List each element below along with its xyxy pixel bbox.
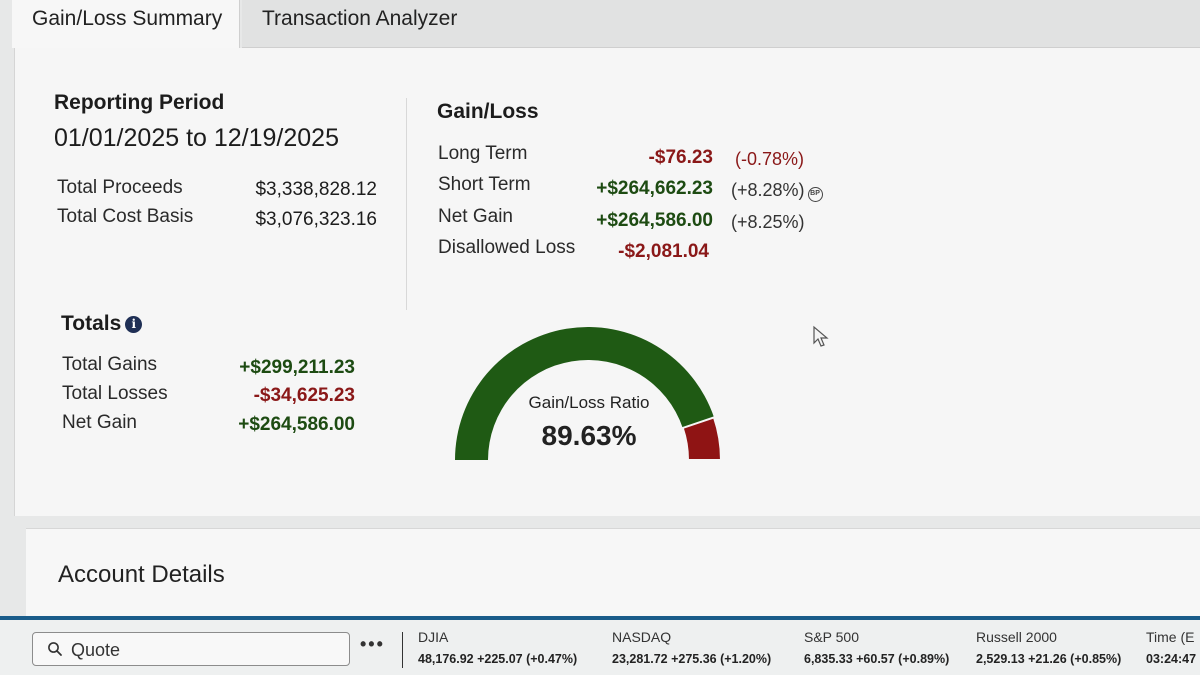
market-footer: Quote ••• DJIA 48,176.92 +225.07 (+0.47%… (0, 616, 1200, 675)
more-options-button[interactable]: ••• (360, 634, 385, 654)
gauge-loss-arc (681, 416, 723, 461)
index-nasdaq[interactable]: NASDAQ 23,281.72 +275.36 (+1.20%) (612, 629, 771, 666)
gain-loss-ratio-gauge (455, 327, 723, 461)
index-name: Russell 2000 (976, 629, 1057, 645)
index-russell-2000[interactable]: Russell 2000 2,529.13 +21.26 (+0.85%) (976, 629, 1121, 666)
account-details-title: Account Details (58, 561, 225, 588)
gain-loss-heading: Gain/Loss (437, 100, 539, 123)
net-gain-total-label: Net Gain (62, 412, 137, 433)
long-term-pct: (-0.78%) (735, 149, 805, 169)
tab-gain-loss-summary[interactable]: Gain/Loss Summary (12, 0, 240, 48)
long-term-value: -$76.23 (648, 147, 713, 168)
index-name: NASDAQ (612, 629, 672, 645)
index-value: 23,281.72 +275.36 (+1.20%) (612, 652, 772, 666)
total-cost-basis-value: $3,076,323.16 (255, 209, 377, 230)
gauge-value: 89.63% (541, 420, 637, 451)
reporting-period-heading: Reporting Period (54, 91, 225, 114)
net-gain-label: Net Gain (438, 206, 513, 227)
mouse-cursor-icon (813, 325, 829, 347)
total-cost-basis-label: Total Cost Basis (57, 206, 194, 227)
tab-bar: Gain/Loss Summary Transaction Analyzer (0, 0, 1200, 48)
footer-divider (402, 632, 403, 668)
quote-search-input[interactable]: Quote (32, 632, 350, 666)
total-losses-label: Total Losses (62, 383, 168, 404)
market-time: Time (E 03:24:47 (1146, 629, 1196, 666)
totals-heading: Totals (61, 312, 122, 335)
summary-panel: Reporting Period 01/01/2025 to 12/19/202… (14, 48, 1200, 516)
quote-placeholder: Quote (71, 640, 121, 660)
net-gain-total-value: +$264,586.00 (238, 414, 355, 435)
section-divider (406, 98, 407, 310)
info-icon[interactable]: i (125, 316, 143, 333)
total-gains-value: +$299,211.23 (239, 357, 355, 378)
index-sp500[interactable]: S&P 500 6,835.33 +60.57 (+0.89%) (804, 629, 949, 666)
index-value: 2,529.13 +21.26 (+0.85%) (976, 652, 1122, 666)
basis-info-icon[interactable]: BP (807, 187, 823, 202)
time-label: Time (E (1146, 629, 1195, 645)
total-losses-value: -$34,625.23 (253, 385, 355, 406)
index-value: 48,176.92 +225.07 (+0.47%) (418, 652, 578, 666)
net-gain-pct: (+8.25%) (731, 212, 805, 232)
tab-transaction-analyzer[interactable]: Transaction Analyzer (242, 0, 1200, 48)
index-value: 6,835.33 +60.57 (+0.89%) (804, 652, 950, 666)
short-term-value: +$264,662.23 (596, 178, 713, 199)
gauge-label: Gain/Loss Ratio (528, 393, 650, 412)
index-name: S&P 500 (804, 629, 860, 645)
disallowed-loss-label: Disallowed Loss (438, 237, 576, 258)
short-term-pct: (+8.28%) (731, 180, 805, 200)
search-icon (48, 642, 62, 656)
time-value: 03:24:47 (1146, 652, 1197, 666)
short-term-label: Short Term (438, 174, 531, 195)
total-proceeds-label: Total Proceeds (57, 177, 183, 198)
disallowed-loss-value: -$2,081.04 (618, 241, 709, 262)
total-proceeds-value: $3,338,828.12 (255, 179, 377, 200)
account-details-panel: Account Details (26, 528, 1200, 616)
index-name: DJIA (418, 629, 449, 645)
long-term-label: Long Term (438, 143, 528, 164)
index-djia[interactable]: DJIA 48,176.92 +225.07 (+0.47%) (418, 629, 577, 666)
total-gains-label: Total Gains (62, 354, 158, 375)
net-gain-value: +$264,586.00 (596, 210, 713, 231)
totals-heading-group: Totals i (61, 312, 143, 336)
gauge-gain-arc (455, 327, 714, 460)
short-term-pct-group: (+8.28%) BP (731, 180, 823, 202)
reporting-period-range: 01/01/2025 to 12/19/2025 (54, 124, 339, 152)
